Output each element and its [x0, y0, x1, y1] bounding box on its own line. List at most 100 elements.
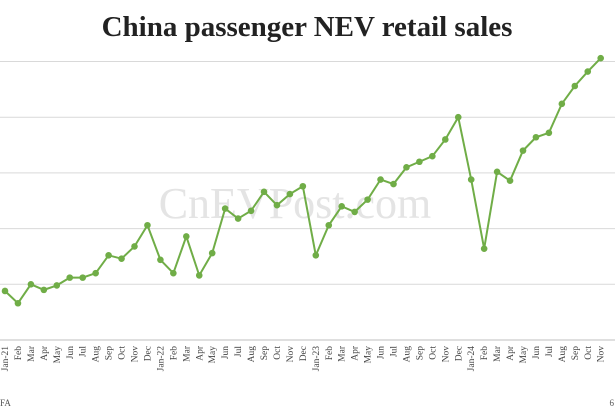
data-point-43: [558, 100, 566, 108]
data-point-32: [416, 158, 423, 166]
data-point-5: [66, 274, 74, 281]
data-point-10: [131, 243, 138, 250]
data-point-39: [506, 177, 514, 184]
data-point-9: [118, 255, 125, 262]
data-point-28: [364, 196, 371, 203]
data-point-22: [286, 190, 294, 198]
x-tick-label: Jul: [234, 346, 244, 357]
x-tick-label: Jan-22: [156, 346, 166, 372]
data-point-13: [170, 269, 177, 277]
x-tick-label: Jun: [221, 346, 231, 359]
data-point-23: [299, 182, 307, 190]
data-point-45: [584, 68, 592, 75]
x-tick-label: Sep: [415, 346, 425, 361]
x-tick-label: May: [208, 346, 218, 364]
data-point-21: [273, 201, 281, 209]
data-point-24: [312, 252, 320, 259]
x-tick-label: Mar: [182, 345, 192, 362]
x-tick-label: Nov: [441, 346, 451, 363]
x-tick-label: Nov: [286, 346, 296, 363]
x-tick-label: Jan-24: [467, 346, 477, 372]
data-point-15: [195, 272, 203, 279]
x-tick-label: Jun: [532, 346, 542, 359]
corner-note: 6: [610, 398, 615, 408]
data-point-44: [571, 82, 579, 90]
x-tick-label: Nov: [131, 346, 141, 363]
x-tick-label: Oct: [118, 346, 128, 360]
source-note: FA: [0, 398, 11, 408]
data-point-31: [403, 164, 410, 171]
x-axis-tick-labels: Jan-21 Feb Mar Apr May Jun Jul Aug Sep Oct Nov Dec J…: [1, 345, 607, 371]
x-tick-label: Jul: [79, 346, 89, 357]
x-tick-label: Feb: [480, 346, 490, 361]
data-point-18: [234, 215, 242, 222]
data-point-42: [545, 129, 553, 137]
x-tick-label: Apr: [195, 345, 205, 361]
x-tick-label: Aug: [558, 346, 568, 363]
x-tick-label: Nov: [597, 346, 607, 363]
watermark: CnEVPost.com: [159, 179, 432, 228]
data-point-26: [338, 203, 346, 210]
x-tick-label: Sep: [260, 346, 270, 361]
x-tick-label: Mar: [27, 345, 37, 362]
x-tick-label: Jun: [66, 346, 76, 359]
data-point-30: [390, 180, 397, 188]
data-point-14: [183, 233, 190, 240]
x-tick-label: Mar: [493, 345, 503, 362]
x-tick-label: Oct: [584, 346, 594, 360]
data-point-16: [208, 249, 216, 257]
x-tick-label: May: [519, 346, 529, 364]
x-tick-label: Mar: [338, 345, 348, 362]
data-point-12: [157, 256, 164, 264]
data-point-35: [454, 113, 462, 121]
data-point-20: [260, 188, 268, 196]
x-tick-label: Jul: [545, 346, 555, 357]
data-point-36: [467, 176, 475, 183]
x-tick-label: Apr: [351, 345, 361, 361]
x-tick-label: Apr: [506, 345, 516, 361]
x-tick-label: Feb: [169, 346, 179, 361]
data-point-11: [144, 221, 151, 229]
x-tick-label: Dec: [143, 346, 153, 361]
x-tick-label: Feb: [14, 346, 24, 361]
data-point-33: [429, 152, 436, 160]
chart-title: China passenger NEV retail sales: [102, 11, 513, 43]
data-point-2: [27, 281, 35, 288]
x-tick-label: Dec: [454, 346, 464, 361]
data-point-25: [325, 221, 333, 229]
x-tick-label: Sep: [571, 346, 581, 361]
data-point-34: [442, 136, 449, 143]
x-tick-label: Aug: [92, 346, 102, 363]
x-tick-label: Jul: [390, 346, 400, 357]
x-tick-label: May: [53, 346, 63, 364]
data-point-27: [351, 208, 358, 216]
data-point-1: [14, 299, 22, 307]
x-tick-label: Aug: [247, 346, 257, 363]
x-tick-label: Sep: [105, 346, 115, 361]
x-tick-label: Oct: [428, 346, 438, 360]
x-tick-label: Jan-21: [1, 346, 11, 372]
data-point-19: [247, 207, 255, 215]
x-tick-label: Dec: [299, 346, 309, 361]
data-point-29: [377, 176, 384, 183]
gridlines: [0, 61, 615, 341]
x-tick-label: May: [364, 346, 374, 364]
data-point-7: [92, 269, 99, 277]
data-point-4: [53, 282, 61, 289]
data-point-41: [532, 133, 540, 141]
data-point-0: [1, 287, 9, 295]
data-points: [1, 54, 604, 307]
data-point-40: [519, 147, 527, 154]
data-point-6: [79, 274, 86, 281]
data-point-37: [480, 245, 488, 252]
data-point-17: [221, 205, 229, 212]
data-point-8: [105, 252, 112, 259]
x-tick-label: Jan-23: [312, 346, 322, 372]
x-tick-label: Jun: [377, 346, 387, 359]
x-tick-label: Feb: [325, 346, 335, 361]
x-tick-label: Apr: [40, 345, 50, 361]
data-point-38: [493, 168, 501, 176]
x-tick-label: Aug: [402, 346, 412, 363]
data-point-46: [597, 54, 604, 62]
